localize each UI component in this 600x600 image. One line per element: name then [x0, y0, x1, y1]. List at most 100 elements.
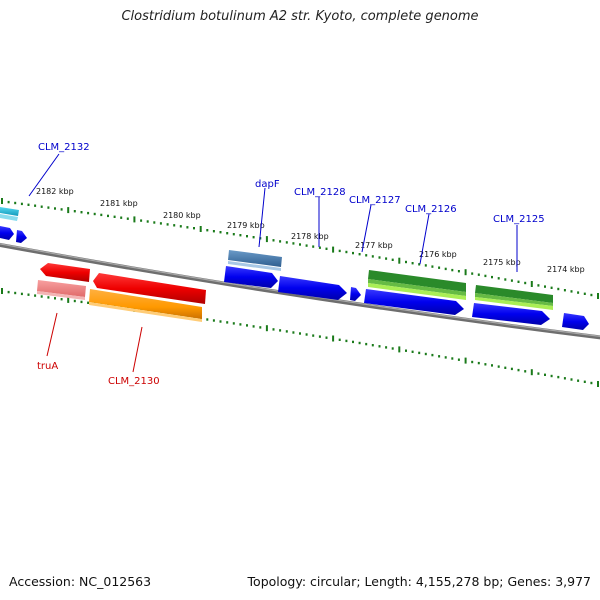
gene-label-clm2132[interactable]: CLM_2132	[38, 142, 90, 153]
gene-label-clm2126[interactable]: CLM_2126	[405, 204, 457, 215]
minor-tick	[87, 301, 90, 304]
minor-tick	[166, 223, 169, 226]
minor-tick	[411, 262, 414, 265]
minor-tick	[20, 292, 23, 296]
major-tick	[265, 236, 268, 243]
minor-tick	[272, 328, 275, 331]
label-leaders	[28, 153, 518, 373]
minor-tick	[497, 277, 500, 280]
minor-tick	[239, 323, 242, 326]
accession-value: NC_012563	[79, 574, 152, 589]
minor-tick	[54, 297, 56, 300]
major-tick	[597, 293, 599, 299]
minor-tick	[451, 268, 454, 272]
gene-label-clm2130[interactable]: CLM_2130	[108, 376, 160, 387]
minor-tick	[457, 270, 460, 273]
major-tick	[1, 198, 3, 204]
gene-label-clm2125[interactable]: CLM_2125	[493, 214, 545, 225]
minor-tick	[153, 221, 156, 224]
minor-tick	[510, 367, 513, 371]
minor-tick	[318, 246, 321, 249]
minor-tick	[305, 244, 308, 247]
minor-tick	[325, 336, 328, 339]
topology-value: circular	[310, 574, 357, 589]
minor-tick	[471, 360, 474, 364]
minor-tick	[73, 299, 76, 303]
cds-arrow[interactable]	[562, 313, 589, 330]
upper-strand-features	[0, 207, 589, 330]
major-tick	[1, 288, 3, 294]
minor-tick	[60, 298, 63, 301]
minor-tick	[292, 331, 295, 334]
gene-feature-clm2130[interactable]	[89, 273, 206, 322]
minor-tick	[239, 234, 242, 237]
minor-tick	[484, 363, 487, 366]
cds-arrow[interactable]	[350, 287, 361, 301]
gene-label-dapf[interactable]: dapF	[255, 179, 280, 190]
gene-label-clm2128[interactable]: CLM_2128	[294, 187, 346, 198]
gene-feature-trua[interactable]	[37, 263, 90, 300]
minor-tick	[438, 355, 441, 358]
minor-tick	[140, 219, 143, 222]
minor-tick	[73, 210, 76, 213]
cds-arrow[interactable]	[278, 276, 347, 300]
genome-title: Clostridium botulinum A2 str. Kyoto, com…	[121, 9, 479, 24]
minor-tick	[431, 265, 434, 268]
major-tick	[398, 346, 401, 353]
minor-tick	[7, 290, 10, 294]
scale-label: 2179 kbp	[227, 221, 265, 230]
minor-tick	[20, 202, 23, 206]
minor-tick	[34, 204, 37, 207]
minor-tick	[352, 251, 354, 255]
minor-tick	[246, 235, 248, 238]
minor-tick	[457, 358, 460, 361]
major-tick	[530, 281, 533, 287]
minor-tick	[378, 345, 381, 348]
major-tick	[67, 296, 70, 303]
minor-tick	[107, 214, 109, 218]
minor-tick	[557, 287, 560, 291]
major-tick	[464, 269, 467, 276]
minor-tick	[292, 242, 295, 245]
major-tick	[265, 325, 268, 332]
minor-tick	[40, 205, 43, 208]
minor-tick	[54, 207, 56, 210]
minor-tick	[385, 346, 388, 349]
cds-arrow[interactable]	[472, 303, 550, 325]
minor-tick	[583, 292, 586, 295]
minor-tick	[491, 364, 493, 367]
gene-label-clm2127[interactable]: CLM_2127	[349, 195, 401, 206]
cds-arrow[interactable]	[364, 289, 464, 315]
accession-label: Accession:	[9, 574, 76, 589]
minor-tick	[570, 290, 573, 293]
gene-feature-dapf[interactable]	[228, 250, 282, 271]
cds-arrow[interactable]	[16, 230, 27, 243]
minor-tick	[80, 300, 83, 304]
minor-tick	[285, 330, 288, 333]
minor-tick	[232, 233, 235, 236]
minor-tick	[87, 211, 90, 215]
minor-tick	[338, 338, 341, 341]
minor-tick	[524, 370, 527, 373]
minor-tick	[146, 220, 149, 223]
lower-strand-features	[37, 263, 206, 322]
gene-feature-clm2125[interactable]	[475, 285, 553, 310]
minor-tick	[477, 361, 480, 365]
minor-tick	[126, 217, 129, 220]
minor-tick	[431, 353, 434, 357]
minor-tick	[477, 273, 480, 276]
minor-tick	[544, 285, 546, 288]
gene-feature-clm2132[interactable]	[0, 207, 19, 221]
minor-tick	[27, 293, 30, 296]
minor-tick	[312, 334, 315, 337]
minor-tick	[517, 280, 520, 283]
minor-tick	[212, 230, 215, 233]
minor-tick	[219, 231, 222, 234]
gene-label-trua[interactable]: truA	[37, 361, 58, 372]
cds-arrow[interactable]	[0, 226, 14, 240]
minor-tick	[358, 253, 361, 256]
minor-tick	[325, 247, 328, 250]
gene-feature-clm2127[interactable]	[368, 270, 466, 300]
cds-arrow[interactable]	[224, 266, 278, 288]
